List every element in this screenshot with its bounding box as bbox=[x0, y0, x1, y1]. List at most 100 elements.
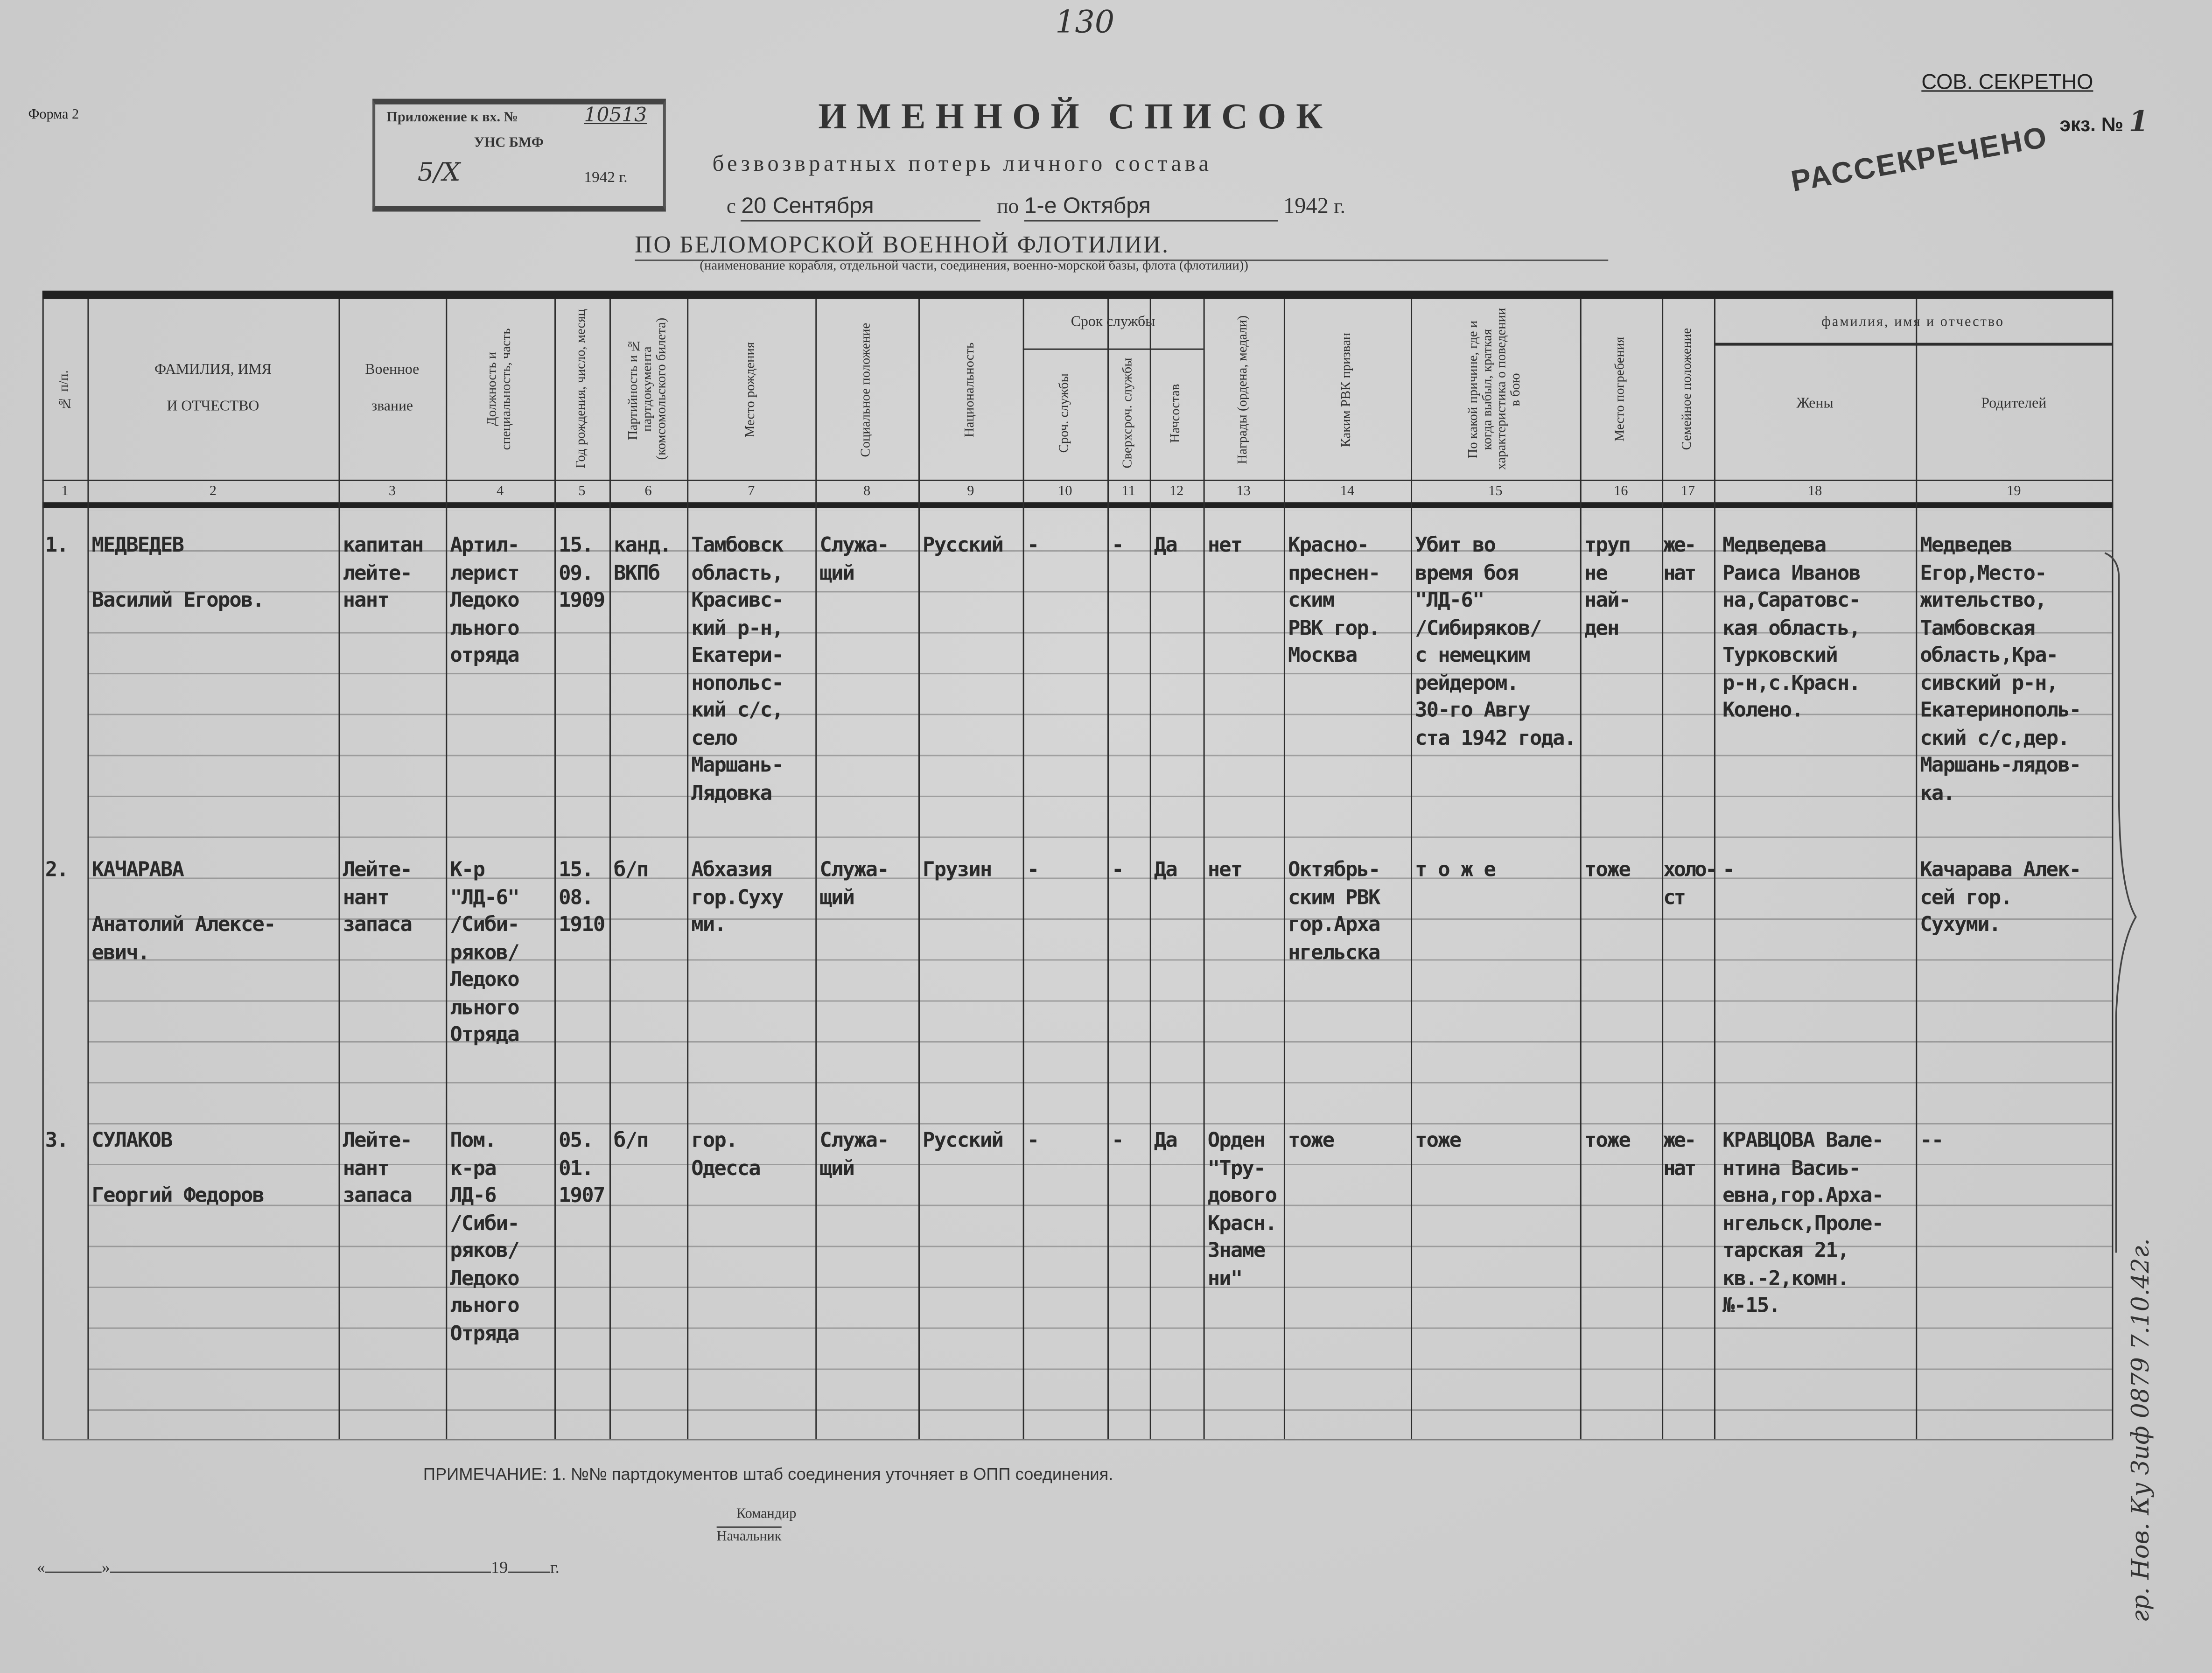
column-header: Национальность bbox=[963, 342, 978, 437]
ruled-lines bbox=[87, 511, 2112, 1428]
column-number: 12 bbox=[1169, 483, 1184, 500]
table-cell: Служа- щий bbox=[819, 534, 889, 585]
table-cell: б/п bbox=[614, 1130, 649, 1153]
table-cell: 05. 01. 1907 bbox=[559, 1130, 605, 1208]
table-cell: тоже bbox=[1584, 1130, 1631, 1153]
column-divider bbox=[87, 299, 90, 1439]
table-cell: Пом. к-ра ЛД-6 /Сиби- ряков/ Ледоко льно… bbox=[450, 1130, 519, 1345]
column-divider bbox=[1149, 299, 1152, 1439]
column-number: 17 bbox=[1680, 483, 1695, 500]
column-number: 10 bbox=[1058, 483, 1072, 500]
stamp-number: 10513 bbox=[584, 104, 647, 127]
column-number: 1 bbox=[61, 483, 69, 500]
column-number: 11 bbox=[1121, 483, 1135, 500]
person-name: СУЛАКОВ Георгий Федоров bbox=[91, 1130, 264, 1208]
form-label: Форма 2 bbox=[28, 107, 79, 123]
column-header: Награды (ордена, медали) bbox=[1236, 315, 1251, 464]
table-cell: Орден "Тру- дового Красн. Знаме ни" bbox=[1207, 1130, 1277, 1290]
page-number-handwritten: 130 bbox=[1055, 6, 1115, 41]
date-line: « » 19 г. bbox=[37, 1557, 560, 1578]
table-cell: - bbox=[1722, 859, 1735, 882]
signature-commander: Командир bbox=[736, 1506, 797, 1522]
table-cell: КРАВЦОВА Вале- нтина Васиь- евна,гор.Арх… bbox=[1722, 1130, 1884, 1318]
subtitle: безвозвратных потерь личного состава bbox=[712, 152, 1212, 176]
period-year: 1942 bbox=[1283, 195, 1329, 219]
column-number: 6 bbox=[644, 483, 652, 500]
column-divider bbox=[554, 299, 557, 1439]
header-divider bbox=[42, 479, 2114, 482]
column-divider bbox=[815, 299, 818, 1439]
column-number: 3 bbox=[388, 483, 396, 500]
table-cell: - bbox=[1027, 1130, 1039, 1153]
copy-label: экз. № bbox=[2059, 112, 2123, 136]
column-number: 15 bbox=[1488, 483, 1503, 500]
column-header: № п/п. bbox=[57, 370, 72, 409]
column-header: Начсостав bbox=[1169, 384, 1184, 443]
column-divider bbox=[1580, 299, 1582, 1439]
table-cell: Да bbox=[1154, 534, 1178, 558]
table-cell: Грузин bbox=[923, 859, 992, 882]
table-cell: Медведев Егор,Место- жительство, Тамбовс… bbox=[1920, 534, 2081, 805]
column-header: Сроч. службы bbox=[1058, 373, 1072, 453]
column-header: ФАМИЛИЯ, ИМЯ И ОТЧЕСТВО bbox=[154, 362, 272, 415]
table-cell: Да bbox=[1154, 859, 1178, 882]
table-cell: - bbox=[1112, 534, 1124, 558]
period: с 20 Сентября по 1-е Октября 1942 г. bbox=[727, 195, 1345, 222]
column-header: Жены bbox=[1796, 396, 1834, 412]
declassified-stamp: РАССЕКРЕЧЕНО bbox=[1789, 121, 2051, 199]
column-divider bbox=[1916, 299, 1918, 1439]
column-header: Место погребения bbox=[1614, 337, 1628, 442]
table-cell: Красно- преснен- ским РВК гор. Москва bbox=[1288, 534, 1380, 667]
classification: СОВ. СЕКРЕТНО bbox=[1921, 70, 2093, 95]
column-header: Военное звание bbox=[365, 362, 420, 415]
column-divider bbox=[687, 299, 689, 1439]
unit-caption: (наименование корабля, отдельной части, … bbox=[700, 259, 1248, 274]
header-bottom-rule bbox=[42, 502, 2114, 508]
column-divider bbox=[2112, 299, 2114, 1439]
stamp-line1: Приложение к вх. № bbox=[386, 110, 518, 126]
table-cell: гор. Одесса bbox=[691, 1130, 761, 1180]
column-header: Должность и специальность, часть bbox=[486, 328, 514, 450]
date-open-quote: « bbox=[36, 1557, 45, 1577]
table-cell: Абхазия гор.Суху ми. bbox=[691, 859, 784, 937]
table-cell: холо- ст bbox=[1663, 859, 1717, 910]
column-number: 14 bbox=[1340, 483, 1355, 500]
table-cell: - bbox=[1027, 859, 1039, 882]
column-divider bbox=[1662, 299, 1664, 1439]
column-divider bbox=[609, 299, 612, 1439]
unit-name: ПО БЕЛОМОРСКОЙ ВОЕННОЙ ФЛОТИЛИИ. bbox=[635, 231, 1609, 261]
date-suffix: г. bbox=[550, 1557, 560, 1577]
period-year-suffix: г. bbox=[1334, 196, 1345, 219]
date-century: 19 bbox=[491, 1557, 508, 1577]
table-cell: б/п bbox=[614, 859, 649, 882]
table-cell: - bbox=[1112, 859, 1124, 882]
table-cell: канд. ВКПб bbox=[614, 534, 672, 585]
column-number: 16 bbox=[1614, 483, 1628, 500]
table-cell: Русский bbox=[923, 534, 1004, 558]
table-cell: нет bbox=[1207, 859, 1243, 882]
column-divider bbox=[1022, 299, 1025, 1439]
family-names-divider bbox=[1714, 343, 2112, 346]
table-cell: Убит во время боя "ЛД-6" /Сибиряков/ с н… bbox=[1415, 534, 1576, 750]
period-to: 1-е Октября bbox=[1024, 195, 1278, 222]
person-name: МЕДВЕДЕВ Василий Егоров. bbox=[91, 534, 264, 612]
table-cell: -- bbox=[1920, 1130, 1944, 1153]
column-header: Каким РВК призван bbox=[1340, 332, 1355, 447]
table-cell: Качарава Алек- сей гор. Сухуми. bbox=[1920, 859, 2081, 937]
column-header: По какой причине, где и когда выбыл, кра… bbox=[1467, 308, 1524, 470]
table-cell: Медведева Раиса Иванов на,Саратовс- кая … bbox=[1722, 534, 1861, 722]
column-divider bbox=[338, 299, 341, 1439]
table-cell: Октябрь- ским РВК гор.Арха нгельска bbox=[1288, 859, 1380, 965]
column-header: Год рождения, число, месяц bbox=[574, 309, 589, 469]
table-cell: же- нат bbox=[1663, 1130, 1696, 1180]
table-cell: Артил- лерист Ледоко льного отряда bbox=[450, 534, 519, 667]
table-cell: К-р "ЛД-6" /Сиби- ряков/ Ледоко льного О… bbox=[450, 859, 519, 1047]
person-name: КАЧАРАВА Анатолий Алексе- евич. bbox=[91, 859, 276, 965]
column-number: 2 bbox=[209, 483, 217, 500]
table-cell: - bbox=[1027, 534, 1039, 558]
table-cell: Тамбовск область, Красивс- кий р-н, Екат… bbox=[691, 534, 784, 805]
column-number: 19 bbox=[2007, 483, 2021, 500]
page-title: ИМЕННОЙ СПИСОК bbox=[818, 96, 1333, 137]
table-cell: 2. bbox=[45, 859, 69, 882]
